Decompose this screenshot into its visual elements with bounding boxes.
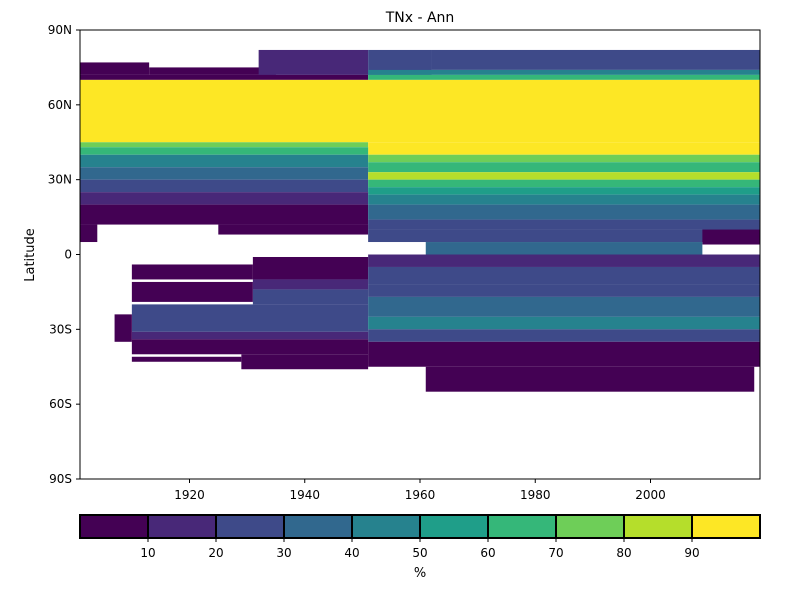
heatmap-cell <box>218 224 369 235</box>
heatmap-area <box>80 49 760 392</box>
heatmap-cell <box>131 281 253 302</box>
heatmap-cell <box>80 154 369 168</box>
heatmap-cell <box>80 62 150 75</box>
heatmap-cell <box>368 187 760 195</box>
colorbar-segment <box>216 515 284 538</box>
heatmap-cell <box>80 179 369 193</box>
colorbar-segment <box>624 515 692 538</box>
colorbar-tick-label: 80 <box>616 546 631 560</box>
colorbar-tick-label: 10 <box>140 546 155 560</box>
heatmap-cell <box>368 229 760 243</box>
colorbar-tick-label: 60 <box>480 546 495 560</box>
colorbar-tick-label: 30 <box>276 546 291 560</box>
heatmap-cell <box>80 79 760 143</box>
heatmap-cell <box>149 67 276 75</box>
heatmap-cell <box>131 331 369 340</box>
x-tick-label: 1940 <box>289 488 320 502</box>
heatmap-cell <box>258 49 369 75</box>
heatmap-cell <box>425 366 755 392</box>
chart-title: TNx - Ann <box>385 10 455 26</box>
heatmap-cell <box>80 192 369 205</box>
y-tick-label: 90S <box>49 472 72 486</box>
colorbar: 10 20 30 40 50 60 70 80 90 <box>79 514 761 560</box>
x-tick-label: 2000 <box>635 488 666 502</box>
heatmap-cell <box>368 194 760 205</box>
heatmap-cell <box>368 204 760 220</box>
x-tick-label: 1980 <box>520 488 551 502</box>
y-tick-label: 0 <box>64 248 72 262</box>
y-tick-label: 30S <box>49 322 72 336</box>
colorbar-segment <box>148 515 216 538</box>
heatmap-cell <box>80 142 369 148</box>
colorbar-tick-label: 40 <box>344 546 359 560</box>
heatmap-cell <box>368 74 760 80</box>
y-tick-label: 60N <box>48 98 72 112</box>
heatmap-cell <box>80 147 369 155</box>
heatmap-cell <box>368 154 760 163</box>
colorbar-segment <box>352 515 420 538</box>
heatmap-cell <box>431 49 760 70</box>
colorbar-segment <box>80 515 148 538</box>
heatmap-cell <box>131 356 242 362</box>
heatmap-cell <box>368 296 760 317</box>
heatmap-cell <box>131 264 253 280</box>
heatmap-cell <box>80 167 369 180</box>
heatmap-cell <box>425 242 703 255</box>
colorbar-label: % <box>414 566 426 581</box>
heatmap-cell <box>252 289 369 305</box>
colorbar-tick-label: 20 <box>208 546 223 560</box>
colorbar-segment <box>284 515 352 538</box>
heatmap-cell <box>252 279 369 290</box>
x-axis: 1920 1940 1960 1980 2000 <box>174 479 666 502</box>
heatmap-cell <box>131 339 369 355</box>
heatmap-cell <box>368 316 760 330</box>
y-axis-label: Latitude <box>23 228 38 282</box>
colorbar-tick-label: 70 <box>548 546 563 560</box>
heatmap-cell <box>368 341 760 367</box>
heatmap-cell <box>368 162 760 173</box>
heatmap-cell <box>368 69 760 75</box>
y-tick-label: 90N <box>48 23 72 37</box>
heatmap-cell <box>368 284 760 297</box>
heatmap-cell <box>368 172 760 180</box>
heatmap-cell <box>131 304 369 332</box>
y-axis: 90S 60S 30S 0 30N 60N 90N <box>48 23 80 486</box>
heatmap-cell <box>241 354 369 370</box>
colorbar-segment <box>488 515 556 538</box>
heatmap-cell <box>702 229 760 245</box>
heatmap-cell <box>368 329 760 342</box>
heatmap-cell <box>80 224 98 243</box>
y-tick-label: 60S <box>49 397 72 411</box>
heatmap-cell <box>114 314 132 342</box>
heatmap-cell <box>80 74 369 80</box>
colorbar-segment <box>556 515 624 538</box>
heatmap-cell <box>368 219 760 230</box>
heatmap-cell <box>368 142 760 155</box>
colorbar-segment <box>692 515 760 538</box>
heatmap-cell <box>80 204 369 225</box>
x-tick-label: 1960 <box>405 488 436 502</box>
heatmap-cell <box>368 266 760 285</box>
x-tick-label: 1920 <box>174 488 205 502</box>
heatmap-cell <box>368 254 760 267</box>
colorbar-segment <box>420 515 488 538</box>
heatmap-cell <box>252 256 369 280</box>
colorbar-tick-label: 90 <box>684 546 699 560</box>
y-tick-label: 30N <box>48 173 72 187</box>
heatmap-cell <box>368 179 760 188</box>
colorbar-tick-label: 50 <box>412 546 427 560</box>
